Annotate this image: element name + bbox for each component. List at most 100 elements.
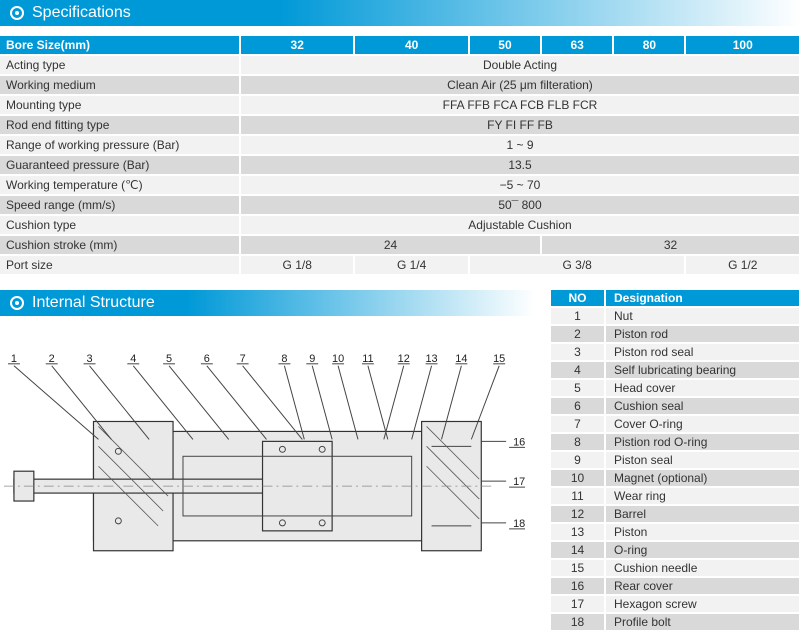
- parts-no: 16: [551, 577, 605, 595]
- parts-table: NO Designation 1Nut2Piston rod3Piston ro…: [551, 290, 801, 632]
- parts-row: 14O-ring: [551, 541, 800, 559]
- spec-cell: 13.5: [240, 155, 800, 175]
- parts-no: 3: [551, 343, 605, 361]
- parts-designation: Head cover: [605, 379, 800, 397]
- parts-designation: Magnet (optional): [605, 469, 800, 487]
- spec-cell: FY FI FF FB: [240, 115, 800, 135]
- spec-cell: G 1/8: [240, 255, 354, 275]
- bullet-icon: [10, 296, 24, 310]
- spec-row: Cushion stroke (mm)2432: [0, 235, 800, 255]
- parts-designation: Piston: [605, 523, 800, 541]
- spec-row: Speed range (mm/s)50¯ 800: [0, 195, 800, 215]
- parts-designation: Piston rod seal: [605, 343, 800, 361]
- parts-header-row: NO Designation: [551, 290, 800, 307]
- callout-number: 6: [204, 353, 210, 365]
- parts-designation: Profile bolt: [605, 613, 800, 631]
- parts-row: 9Piston seal: [551, 451, 800, 469]
- parts-row: 16Rear cover: [551, 577, 800, 595]
- spec-row-label: Range of working pressure (Bar): [0, 135, 240, 155]
- callout-number: 4: [130, 353, 136, 365]
- parts-designation: Piston rod: [605, 325, 800, 343]
- parts-row: 11Wear ring: [551, 487, 800, 505]
- internal-structure-diagram: 123456789101112131415 161718: [4, 332, 531, 591]
- internal-structure-col: Internal Structure: [0, 290, 535, 632]
- diagram-container: 123456789101112131415 161718: [0, 326, 535, 594]
- parts-designation: Wear ring: [605, 487, 800, 505]
- parts-no: 5: [551, 379, 605, 397]
- spec-cell: −5 ~ 70: [240, 175, 800, 195]
- spec-row-label: Mounting type: [0, 95, 240, 115]
- bore-size-header: 100: [685, 36, 800, 55]
- spec-row: Rod end fitting typeFY FI FF FB: [0, 115, 800, 135]
- spec-cell: 24: [240, 235, 541, 255]
- parts-row: 5Head cover: [551, 379, 800, 397]
- parts-designation: Pistion rod O-ring: [605, 433, 800, 451]
- spec-row-label: Acting type: [0, 55, 240, 75]
- bullet-icon: [10, 6, 24, 20]
- callout-number: 9: [309, 353, 315, 365]
- parts-designation: Piston seal: [605, 451, 800, 469]
- parts-designation: Cushion seal: [605, 397, 800, 415]
- parts-row: 7Cover O-ring: [551, 415, 800, 433]
- callout-number: 17: [513, 476, 525, 488]
- parts-no: 11: [551, 487, 605, 505]
- parts-designation: Barrel: [605, 505, 800, 523]
- callout-number: 10: [332, 353, 344, 365]
- spec-row: Port sizeG 1/8G 1/4G 3/8G 1/2: [0, 255, 800, 275]
- spec-cell: 50¯ 800: [240, 195, 800, 215]
- callout-number: 12: [398, 353, 410, 365]
- parts-row: 15Cushion needle: [551, 559, 800, 577]
- parts-row: 3Piston rod seal: [551, 343, 800, 361]
- spec-row: Mounting typeFFA FFB FCA FCB FLB FCR: [0, 95, 800, 115]
- parts-no: 13: [551, 523, 605, 541]
- spec-row-label: Port size: [0, 255, 240, 275]
- parts-designation: Cover O-ring: [605, 415, 800, 433]
- parts-designation: Cushion needle: [605, 559, 800, 577]
- section-title: Internal Structure: [32, 294, 155, 312]
- spec-row-label: Rod end fitting type: [0, 115, 240, 135]
- spec-row-label: Guaranteed pressure (Bar): [0, 155, 240, 175]
- parts-designation: O-ring: [605, 541, 800, 559]
- section-header-internal-structure: Internal Structure: [0, 290, 535, 316]
- callout-number: 1: [11, 353, 17, 365]
- callout-number: 14: [455, 353, 467, 365]
- parts-row: 1Nut: [551, 307, 800, 325]
- callout-number: 18: [513, 518, 525, 530]
- parts-list-col: NO Designation 1Nut2Piston rod3Piston ro…: [551, 290, 801, 632]
- spec-row-label: Cushion stroke (mm): [0, 235, 240, 255]
- parts-row: 8Pistion rod O-ring: [551, 433, 800, 451]
- spec-cell: Double Acting: [240, 55, 800, 75]
- bore-size-header: 80: [613, 36, 685, 55]
- spec-header-row: Bore Size(mm) 3240506380100: [0, 36, 800, 55]
- parts-no: 1: [551, 307, 605, 325]
- parts-no: 2: [551, 325, 605, 343]
- spec-row-label: Working medium: [0, 75, 240, 95]
- bore-size-header: 32: [240, 36, 354, 55]
- spec-cell: Adjustable Cushion: [240, 215, 800, 235]
- spec-row: Working temperature (℃)−5 ~ 70: [0, 175, 800, 195]
- cylinder-body: [4, 421, 491, 550]
- parts-row: 13Piston: [551, 523, 800, 541]
- parts-no: 12: [551, 505, 605, 523]
- spec-row: Range of working pressure (Bar)1 ~ 9: [0, 135, 800, 155]
- callout-number: 15: [493, 353, 505, 365]
- spec-cell: FFA FFB FCA FCB FLB FCR: [240, 95, 800, 115]
- parts-no: 17: [551, 595, 605, 613]
- spec-row: Acting typeDouble Acting: [0, 55, 800, 75]
- spec-row-label: Working temperature (℃): [0, 175, 240, 195]
- bore-size-header: 63: [541, 36, 613, 55]
- parts-designation: Nut: [605, 307, 800, 325]
- specifications-table: Bore Size(mm) 3240506380100 Acting typeD…: [0, 36, 801, 276]
- spec-cell: G 3/8: [469, 255, 686, 275]
- col-no: NO: [551, 290, 605, 307]
- bore-size-header: 40: [354, 36, 468, 55]
- lower-row: Internal Structure: [0, 290, 801, 632]
- spec-row-label: Speed range (mm/s): [0, 195, 240, 215]
- spec-row: Working mediumClean Air (25 μm filterati…: [0, 75, 800, 95]
- parts-no: 7: [551, 415, 605, 433]
- parts-no: 4: [551, 361, 605, 379]
- parts-designation: Hexagon screw: [605, 595, 800, 613]
- parts-row: 10Magnet (optional): [551, 469, 800, 487]
- parts-no: 14: [551, 541, 605, 559]
- parts-no: 18: [551, 613, 605, 631]
